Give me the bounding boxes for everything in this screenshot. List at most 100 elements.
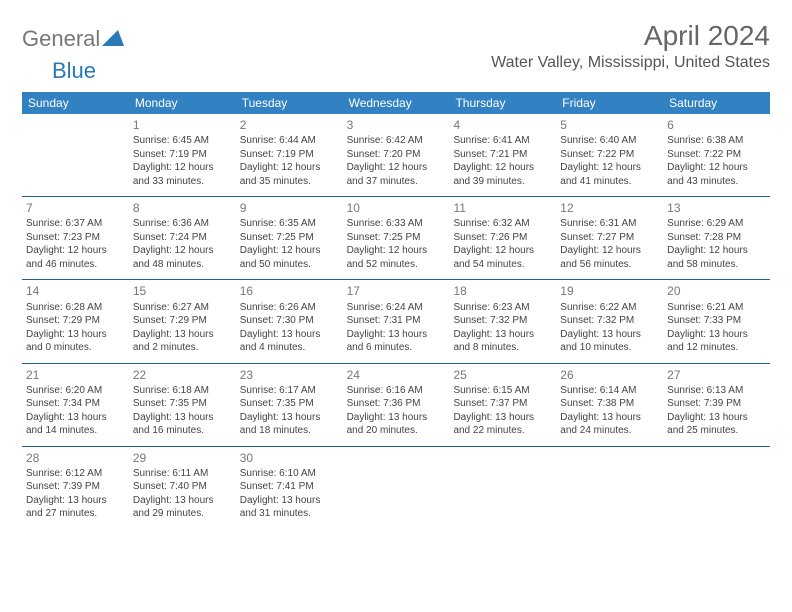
day-ss: Sunset: 7:40 PM xyxy=(133,480,232,494)
day-sr: Sunrise: 6:10 AM xyxy=(240,467,339,481)
day-d1: Daylight: 13 hours xyxy=(667,328,766,342)
day-cell: 9Sunrise: 6:35 AMSunset: 7:25 PMDaylight… xyxy=(236,197,343,279)
day-d1: Daylight: 13 hours xyxy=(26,328,125,342)
day-d2: and 0 minutes. xyxy=(26,341,125,355)
day-number: 20 xyxy=(667,283,766,299)
day-d2: and 39 minutes. xyxy=(453,175,552,189)
day-cell: 28Sunrise: 6:12 AMSunset: 7:39 PMDayligh… xyxy=(22,447,129,529)
day-number: 29 xyxy=(133,450,232,466)
day-sr: Sunrise: 6:36 AM xyxy=(133,217,232,231)
day-d1: Daylight: 12 hours xyxy=(453,244,552,258)
day-number: 19 xyxy=(560,283,659,299)
day-sr: Sunrise: 6:41 AM xyxy=(453,134,552,148)
day-header-sat: Saturday xyxy=(663,92,770,114)
day-ss: Sunset: 7:33 PM xyxy=(667,314,766,328)
day-d2: and 22 minutes. xyxy=(453,424,552,438)
day-d1: Daylight: 13 hours xyxy=(133,328,232,342)
day-d2: and 56 minutes. xyxy=(560,258,659,272)
day-d2: and 16 minutes. xyxy=(133,424,232,438)
day-ss: Sunset: 7:38 PM xyxy=(560,397,659,411)
day-cell: 8Sunrise: 6:36 AMSunset: 7:24 PMDaylight… xyxy=(129,197,236,279)
logo-text-blue: Blue xyxy=(52,58,96,83)
day-number: 5 xyxy=(560,117,659,133)
day-d1: Daylight: 12 hours xyxy=(667,244,766,258)
day-cell: 30Sunrise: 6:10 AMSunset: 7:41 PMDayligh… xyxy=(236,447,343,529)
day-sr: Sunrise: 6:22 AM xyxy=(560,301,659,315)
day-number: 7 xyxy=(26,200,125,216)
day-d2: and 48 minutes. xyxy=(133,258,232,272)
day-number: 1 xyxy=(133,117,232,133)
day-sr: Sunrise: 6:11 AM xyxy=(133,467,232,481)
day-ss: Sunset: 7:32 PM xyxy=(453,314,552,328)
day-sr: Sunrise: 6:27 AM xyxy=(133,301,232,315)
day-ss: Sunset: 7:19 PM xyxy=(133,148,232,162)
day-ss: Sunset: 7:26 PM xyxy=(453,231,552,245)
day-ss: Sunset: 7:34 PM xyxy=(26,397,125,411)
day-cell: 13Sunrise: 6:29 AMSunset: 7:28 PMDayligh… xyxy=(663,197,770,279)
logo: General xyxy=(22,26,126,52)
day-sr: Sunrise: 6:35 AM xyxy=(240,217,339,231)
location-text: Water Valley, Mississippi, United States xyxy=(491,54,770,72)
day-number: 16 xyxy=(240,283,339,299)
day-d2: and 54 minutes. xyxy=(453,258,552,272)
day-d1: Daylight: 13 hours xyxy=(560,411,659,425)
day-ss: Sunset: 7:19 PM xyxy=(240,148,339,162)
day-header-wed: Wednesday xyxy=(343,92,450,114)
day-d1: Daylight: 12 hours xyxy=(133,161,232,175)
day-cell xyxy=(343,447,450,529)
day-number: 24 xyxy=(347,367,446,383)
day-d1: Daylight: 13 hours xyxy=(453,411,552,425)
day-d2: and 41 minutes. xyxy=(560,175,659,189)
day-d1: Daylight: 13 hours xyxy=(26,494,125,508)
day-number: 27 xyxy=(667,367,766,383)
day-d1: Daylight: 12 hours xyxy=(667,161,766,175)
day-cell xyxy=(556,447,663,529)
day-d2: and 31 minutes. xyxy=(240,507,339,521)
day-sr: Sunrise: 6:13 AM xyxy=(667,384,766,398)
day-cell: 12Sunrise: 6:31 AMSunset: 7:27 PMDayligh… xyxy=(556,197,663,279)
day-cell xyxy=(449,447,556,529)
day-cell: 23Sunrise: 6:17 AMSunset: 7:35 PMDayligh… xyxy=(236,364,343,446)
day-sr: Sunrise: 6:42 AM xyxy=(347,134,446,148)
day-d1: Daylight: 13 hours xyxy=(347,411,446,425)
day-sr: Sunrise: 6:29 AM xyxy=(667,217,766,231)
day-number: 3 xyxy=(347,117,446,133)
day-ss: Sunset: 7:41 PM xyxy=(240,480,339,494)
day-cell: 11Sunrise: 6:32 AMSunset: 7:26 PMDayligh… xyxy=(449,197,556,279)
day-header-sun: Sunday xyxy=(22,92,129,114)
day-number: 14 xyxy=(26,283,125,299)
day-ss: Sunset: 7:39 PM xyxy=(667,397,766,411)
day-cell: 6Sunrise: 6:38 AMSunset: 7:22 PMDaylight… xyxy=(663,114,770,196)
day-cell: 16Sunrise: 6:26 AMSunset: 7:30 PMDayligh… xyxy=(236,280,343,362)
day-ss: Sunset: 7:36 PM xyxy=(347,397,446,411)
day-number: 8 xyxy=(133,200,232,216)
day-number: 30 xyxy=(240,450,339,466)
day-d1: Daylight: 13 hours xyxy=(133,494,232,508)
day-d2: and 10 minutes. xyxy=(560,341,659,355)
day-cell: 2Sunrise: 6:44 AMSunset: 7:19 PMDaylight… xyxy=(236,114,343,196)
day-sr: Sunrise: 6:45 AM xyxy=(133,134,232,148)
day-ss: Sunset: 7:37 PM xyxy=(453,397,552,411)
day-sr: Sunrise: 6:18 AM xyxy=(133,384,232,398)
day-cell: 4Sunrise: 6:41 AMSunset: 7:21 PMDaylight… xyxy=(449,114,556,196)
day-d2: and 6 minutes. xyxy=(347,341,446,355)
day-ss: Sunset: 7:25 PM xyxy=(347,231,446,245)
day-d2: and 37 minutes. xyxy=(347,175,446,189)
day-cell: 22Sunrise: 6:18 AMSunset: 7:35 PMDayligh… xyxy=(129,364,236,446)
day-ss: Sunset: 7:25 PM xyxy=(240,231,339,245)
day-d2: and 2 minutes. xyxy=(133,341,232,355)
month-title: April 2024 xyxy=(491,20,770,52)
day-ss: Sunset: 7:21 PM xyxy=(453,148,552,162)
day-d2: and 50 minutes. xyxy=(240,258,339,272)
day-d2: and 20 minutes. xyxy=(347,424,446,438)
day-d1: Daylight: 13 hours xyxy=(26,411,125,425)
day-sr: Sunrise: 6:44 AM xyxy=(240,134,339,148)
day-number: 13 xyxy=(667,200,766,216)
day-sr: Sunrise: 6:31 AM xyxy=(560,217,659,231)
day-header-row: Sunday Monday Tuesday Wednesday Thursday… xyxy=(22,92,770,114)
day-number: 22 xyxy=(133,367,232,383)
day-sr: Sunrise: 6:32 AM xyxy=(453,217,552,231)
day-sr: Sunrise: 6:16 AM xyxy=(347,384,446,398)
day-number: 15 xyxy=(133,283,232,299)
day-d2: and 58 minutes. xyxy=(667,258,766,272)
